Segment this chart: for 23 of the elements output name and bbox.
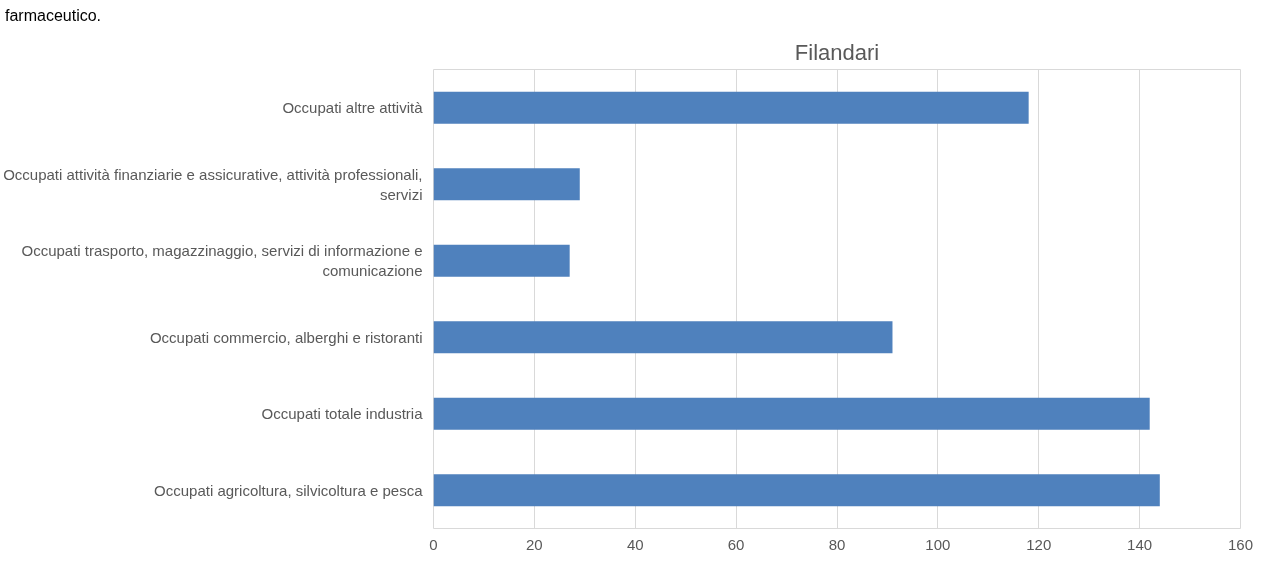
chart-title: Filandari — [794, 39, 880, 65]
x-tick-label: 100 — [925, 535, 951, 553]
y-tick-label: Occupati commercio, alberghi e ristoranti — [149, 328, 423, 346]
bar — [433, 168, 580, 201]
bar — [433, 244, 570, 277]
y-tick-label: Occupati trasporto, magazzinaggio, servizi di informazione e comunicazione — [21, 242, 423, 280]
bar — [433, 321, 893, 354]
bar — [433, 474, 1160, 507]
x-tick-label: 40 — [626, 535, 644, 553]
text: farmaceutico. — [5, 6, 102, 26]
x-tick-label: 120 — [1026, 535, 1052, 553]
y-tick-label: Occupati attività finanziarie e assicurative, attività professionali, servizi — [3, 165, 423, 203]
y-tick-label: Occupati agricoltura, silvicoltura e pesca — [154, 481, 424, 499]
x-tick-label: 80 — [828, 535, 846, 553]
bar — [433, 397, 1150, 430]
x-tick-label: 20 — [526, 535, 543, 553]
y-tick-label: Occupati altre attività — [282, 99, 424, 117]
y-tick-label: Occupati totale industria — [261, 405, 424, 423]
x-tick-label: 0 — [429, 535, 438, 553]
x-tick-label: 160 — [1227, 535, 1254, 553]
bar — [433, 91, 1029, 124]
x-tick-label: 60 — [727, 535, 745, 553]
x-tick-label: 140 — [1127, 535, 1153, 553]
